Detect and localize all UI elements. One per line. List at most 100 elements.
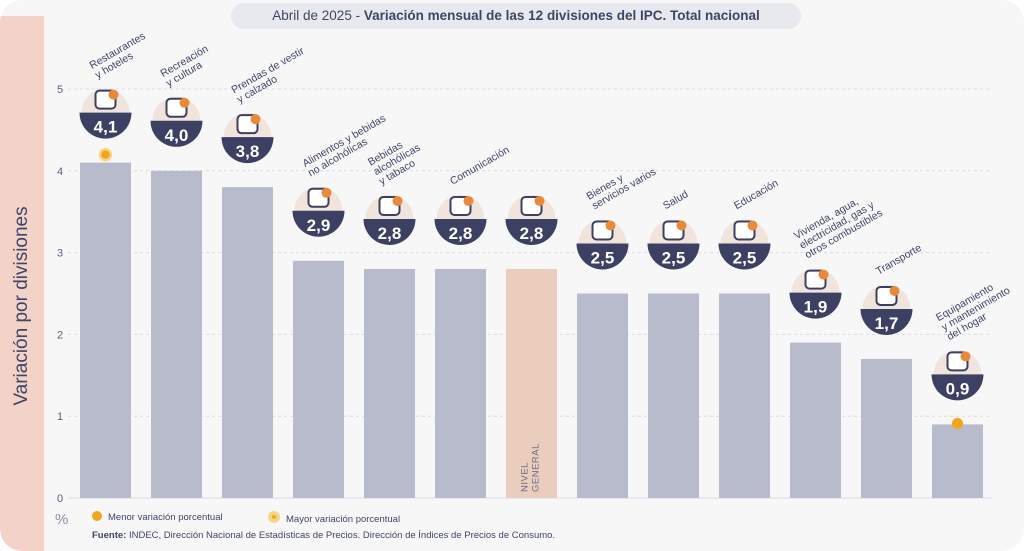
category-label-9: Educación <box>732 177 781 212</box>
bar-3 <box>293 260 344 498</box>
food-basket-icon <box>307 187 332 208</box>
source-note: Fuente: INDEC, Dirección Nacional de Est… <box>92 530 555 541</box>
badge-base-2 <box>221 137 274 164</box>
smartphone-icon <box>449 195 474 216</box>
bottles-icon <box>378 195 403 216</box>
value-badge-6: 2,8 <box>505 194 558 245</box>
title-date: Abril de 2025 - <box>272 8 361 23</box>
y-tick-label-1: 1 <box>57 411 63 423</box>
cutlery-icon <box>94 89 119 110</box>
value-badge-12: 0,9 <box>931 350 984 401</box>
legend-max: Mayor variación porcentual <box>268 511 400 525</box>
bus-card-icon <box>875 285 900 306</box>
category-label-12: Equipamientoy mantenimientodel hogar <box>934 275 1018 343</box>
badge-base-0 <box>79 112 132 139</box>
max-marker <box>98 147 113 162</box>
y-tick-label-4: 4 <box>57 166 63 178</box>
category-label-5: Comunicación <box>448 144 512 188</box>
chart-title: Abril de 2025 - Variación mensual de las… <box>231 3 801 29</box>
value-label-5: 2,8 <box>449 224 473 243</box>
badge-base-6 <box>505 218 558 245</box>
general-level-label: NIVELGENERAL <box>520 443 542 492</box>
bar-11 <box>861 358 912 498</box>
value-label-10: 1,9 <box>804 298 828 317</box>
value-badge-3: 2,9 <box>292 186 345 237</box>
title-main: Variación mensual de las 12 divisiones d… <box>363 8 760 23</box>
badge-base-11 <box>860 308 913 335</box>
value-badge-7: 2,5 <box>576 219 629 270</box>
bar-6 <box>506 268 557 498</box>
bar-9 <box>719 293 770 498</box>
value-badge-0: 4,1 <box>79 88 132 139</box>
category-label-11: Transporte <box>874 242 924 278</box>
air-conditioner-icon <box>946 351 971 372</box>
legend-min: Menor variación porcentual <box>92 511 223 523</box>
value-label-7: 2,5 <box>591 249 615 268</box>
y-tick-label-2: 2 <box>57 329 63 341</box>
shopping-bag-icon <box>520 195 545 216</box>
value-badge-1: 4,0 <box>150 96 203 147</box>
legend-min-dot <box>92 511 102 521</box>
badge-base-10 <box>789 292 842 319</box>
y-tick-label-0: 0 <box>57 493 63 505</box>
value-label-4: 2,8 <box>378 224 402 243</box>
value-badge-5: 2,8 <box>434 194 487 245</box>
category-label-8: Salud <box>661 188 690 212</box>
source-label: Fuente: <box>92 530 127 541</box>
first-aid-icon <box>662 220 687 241</box>
bar-10 <box>790 342 841 498</box>
y-tick-label-5: 5 <box>57 84 63 96</box>
value-label-8: 2,5 <box>662 249 686 268</box>
bar-8 <box>648 293 699 498</box>
bar-2 <box>222 187 273 498</box>
value-badge-11: 1,7 <box>860 284 913 335</box>
value-label-9: 2,5 <box>733 249 757 268</box>
badge-base-7 <box>576 243 629 270</box>
badge-base-12 <box>931 374 984 401</box>
source-text: INDEC, Dirección Nacional de Estadística… <box>128 530 556 541</box>
legend-min-label: Menor variación porcentual <box>108 512 223 523</box>
notebook-icon <box>733 220 758 241</box>
value-badge-10: 1,9 <box>789 268 842 319</box>
value-label-3: 2,9 <box>307 216 331 235</box>
beach-umbrella-icon <box>165 97 190 118</box>
category-label-4: Bebidasalcohólicasy tabaco <box>366 132 428 187</box>
y-tick-label-3: 3 <box>57 248 63 260</box>
value-label-2: 3,8 <box>236 142 260 161</box>
scissors-icon <box>591 220 616 241</box>
category-label-2: Prendas de vestiry calzado <box>230 45 313 106</box>
category-label-7: Bienes yservicios varios <box>585 156 659 212</box>
min-marker <box>952 417 963 429</box>
tshirt-icon <box>236 114 261 135</box>
value-badge-8: 2,5 <box>647 219 700 270</box>
value-badge-4: 2,8 <box>363 194 416 245</box>
category-label-10: Vivienda, agua,electricidad, gas yotros … <box>792 188 885 261</box>
legend-max-dot <box>268 511 280 523</box>
badge-base-9 <box>718 243 771 270</box>
badge-base-4 <box>363 218 416 245</box>
y-axis-panel: Variación por divisiones <box>0 16 44 551</box>
badge-base-1 <box>150 120 203 147</box>
value-badge-9: 2,5 <box>718 219 771 270</box>
legend-max-label: Mayor variación porcentual <box>286 514 401 525</box>
lightbulb-icon <box>804 269 829 290</box>
badge-base-5 <box>434 218 487 245</box>
category-label-0: Restaurantesy hoteles <box>88 30 154 81</box>
value-label-1: 4,0 <box>165 126 189 145</box>
badge-base-3 <box>292 210 345 237</box>
bar-7 <box>577 293 628 498</box>
value-label-6: 2,8 <box>520 224 544 243</box>
bar-4 <box>364 268 415 498</box>
value-label-0: 4,1 <box>94 118 118 137</box>
value-label-12: 0,9 <box>946 379 970 398</box>
bar-5 <box>435 268 486 498</box>
percent-unit: % <box>55 511 69 528</box>
category-label-1: Recreacióny cultura <box>159 43 217 90</box>
bar-1 <box>151 170 202 499</box>
value-badge-2: 3,8 <box>221 113 274 164</box>
bar-0 <box>80 162 131 498</box>
badge-base-8 <box>647 243 700 270</box>
value-label-11: 1,7 <box>875 314 899 333</box>
